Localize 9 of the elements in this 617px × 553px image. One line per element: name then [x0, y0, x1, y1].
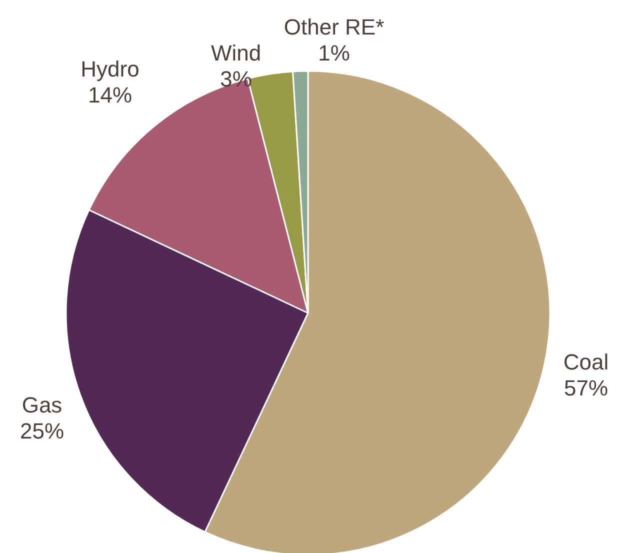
slice-label: Hydro [80, 56, 140, 82]
data-label: 25% [20, 418, 64, 444]
data-label: 57% [564, 376, 608, 400]
slice-label: Coal [563, 350, 609, 374]
data-label: 1% [318, 40, 350, 66]
slice-label: Wind [210, 40, 262, 66]
slice-label: Gas [22, 392, 62, 418]
slice-label: Other RE* [284, 14, 385, 40]
data-label: 14% [88, 82, 132, 108]
